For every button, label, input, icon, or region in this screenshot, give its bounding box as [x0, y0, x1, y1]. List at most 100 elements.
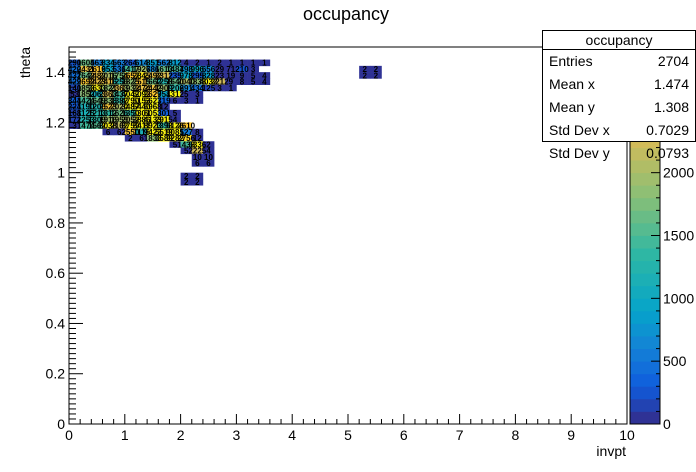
stats-mean-y-value: 1.308	[653, 99, 689, 115]
heatmap-bin	[202, 160, 215, 167]
heatmap-bin	[236, 78, 248, 85]
heatmap-bin-label: 1562	[88, 122, 106, 131]
x-tick-label: 0	[65, 427, 73, 443]
heatmap-bin	[180, 84, 193, 92]
heatmap-bin-label: 1853	[77, 84, 95, 93]
colorbar-segment	[630, 210, 660, 224]
heatmap-bin-label: 6	[106, 128, 111, 137]
colorbar-tick-label: 500	[663, 353, 687, 369]
heatmap-bin-label: 140	[68, 84, 82, 93]
heatmap-bin	[169, 72, 181, 79]
heatmap-bin	[113, 109, 126, 117]
heatmap-bin-label: 2225	[188, 147, 206, 156]
heatmap-bin	[135, 72, 148, 79]
x-tick-label: 5	[344, 427, 352, 443]
heatmap-bin	[214, 72, 226, 79]
stats-row-mean-y: Mean y 1.308	[543, 96, 695, 119]
heatmap-bin-label: 4	[206, 147, 211, 156]
heatmap-bin	[370, 65, 382, 73]
heatmap-bin-label: 10	[193, 153, 202, 162]
heatmap-bin-label: 2040	[177, 78, 195, 87]
heatmap-bin	[147, 116, 159, 123]
heatmap-bin-label: 5	[173, 109, 178, 118]
heatmap-bin	[225, 59, 237, 67]
heatmap-bin	[191, 84, 204, 92]
heatmap-bin	[180, 128, 193, 136]
heatmap-bin-label: 614	[135, 59, 149, 68]
heatmap-bin	[69, 59, 81, 67]
heatmap-bin	[102, 109, 114, 117]
stats-entries-value: 2704	[657, 53, 689, 69]
heatmap-bin	[102, 59, 114, 67]
colorbar-segment	[630, 323, 660, 337]
heatmap-bin	[102, 128, 114, 136]
heatmap-bin	[80, 90, 92, 98]
heatmap-bin	[202, 78, 215, 85]
heatmap-bin	[180, 141, 193, 148]
heatmap-bin-label: 6126	[166, 122, 184, 131]
heatmap-bin	[135, 65, 148, 73]
heatmap-bin	[113, 90, 126, 98]
heatmap-bin	[135, 109, 148, 117]
heatmap-bin-label: 5153	[133, 96, 151, 105]
heatmap-bin-label: 2692	[77, 78, 95, 87]
x-tick-label: 9	[567, 427, 575, 443]
heatmap-bin	[158, 84, 170, 92]
colorbar-segment	[630, 260, 660, 274]
heatmap-bin-label: 1	[229, 84, 234, 93]
y-tick-label: 0.4	[46, 315, 66, 331]
heatmap-bin	[202, 84, 215, 92]
heatmap-bin	[113, 122, 126, 129]
heatmap-bin-label: 6	[139, 134, 144, 143]
heatmap-bin	[359, 72, 371, 79]
stats-title: occupancy	[543, 31, 695, 50]
heatmap-bin	[135, 103, 148, 111]
stats-row-entries: Entries 2704	[543, 50, 695, 73]
heatmap-bin-label: 1206	[88, 103, 106, 112]
heatmap-bin-label: 2845	[133, 71, 151, 80]
heatmap-bin-label: 1909	[155, 84, 173, 93]
heatmap-bin	[158, 134, 170, 142]
heatmap-bin-label: 3589	[155, 134, 173, 143]
heatmap-bin-label: 3301	[133, 109, 151, 118]
heatmap-bin	[102, 97, 114, 104]
heatmap-bin-label: 1437	[110, 90, 128, 99]
colorbar-segment	[630, 285, 660, 299]
heatmap-bin-label: 5519	[155, 128, 173, 137]
colorbar-segment	[630, 386, 660, 400]
heatmap-bin-label: 1202	[166, 84, 184, 93]
heatmap-bin	[191, 90, 204, 98]
heatmap-bin-label: 4312	[166, 90, 184, 99]
heatmap-bin-label: 4	[262, 78, 267, 87]
heatmap-bin-label: 562	[157, 59, 171, 68]
heatmap-bin	[91, 72, 103, 79]
heatmap-bin	[180, 134, 193, 142]
colorbar-segment	[630, 147, 660, 161]
heatmap-bin-label: 8411	[133, 122, 151, 131]
heatmap-bin	[158, 72, 170, 79]
heatmap-bin	[169, 97, 181, 104]
y-tick-label: 0.6	[46, 265, 66, 281]
heatmap-bin	[91, 103, 103, 111]
heatmap-bin	[169, 65, 181, 73]
heatmap-bin	[147, 128, 159, 136]
heatmap-bin	[135, 116, 148, 123]
colorbar-segment	[630, 172, 660, 186]
heatmap-bin	[247, 72, 260, 79]
heatmap-bin	[113, 84, 126, 92]
heatmap-bin-label: 1838	[99, 96, 117, 105]
heatmap-bin-label: 5	[251, 71, 256, 80]
heatmap-bin	[147, 90, 159, 98]
heatmap-bin-label: 1613	[155, 65, 173, 74]
stats-box: occupancy Entries 2704 Mean x 1.474 Mean…	[542, 30, 696, 161]
heatmap-bin-label: 2	[363, 65, 368, 74]
heatmap-bin	[135, 122, 148, 129]
heatmap-bin	[135, 134, 148, 142]
heatmap-bin	[102, 122, 114, 129]
stats-row-std-y: Std Dev y 0.0793	[543, 142, 695, 165]
heatmap-bin	[202, 153, 215, 161]
heatmap-bin-label: 536	[113, 65, 127, 74]
heatmap-bin-label: 8	[240, 78, 245, 87]
heatmap-bin-label: 2363	[110, 84, 128, 93]
heatmap-bin-label: 1116	[133, 128, 150, 137]
